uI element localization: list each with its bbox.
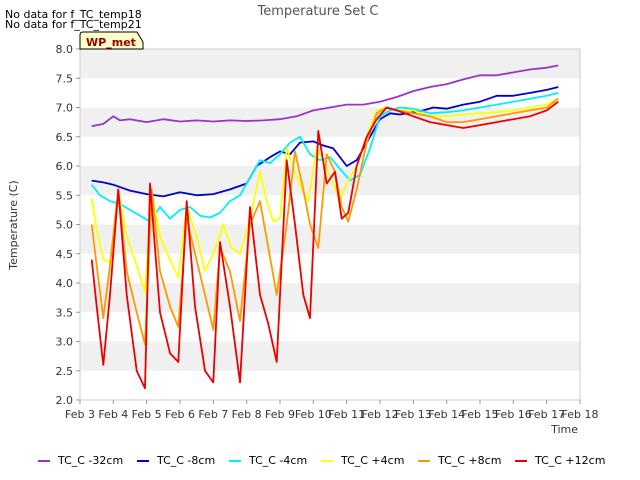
- legend-label: TC_C -8cm: [157, 454, 216, 467]
- x-tick-label: Feb 14: [428, 408, 465, 421]
- legend-label: TC_C +8cm: [438, 454, 502, 467]
- grid-band: [80, 283, 580, 313]
- y-tick-label: 6.5: [56, 131, 74, 144]
- x-tick-label: Feb 4: [98, 408, 128, 421]
- y-tick-label: 4.0: [56, 277, 74, 290]
- x-axis-label: Time: [550, 423, 578, 436]
- legend-label: TC_C -32cm: [58, 454, 124, 467]
- y-tick-label: 3.5: [56, 306, 74, 319]
- legend-swatch: [229, 459, 241, 462]
- legend-swatch: [515, 459, 527, 462]
- y-tick-label: 5.5: [56, 189, 74, 202]
- y-tick-label: 4.5: [56, 248, 74, 261]
- grid-band: [80, 166, 580, 196]
- chart-legend: TC_C -32cm TC_C -8cm TC_C -4cm TC_C +4cm TC_…: [0, 454, 640, 470]
- legend-swatch: [38, 459, 50, 462]
- x-tick-label: Feb 16: [495, 408, 532, 421]
- x-axis-ticks: Feb 3 Feb 4 Feb 5 Feb 6 Feb 7 Feb 8 Feb 9 Feb 1…: [65, 400, 598, 421]
- y-tick-label: 3.0: [56, 336, 74, 349]
- no-data-notice-2: No data for f_TC_temp21: [5, 18, 142, 31]
- legend-item: TC_C -4cm: [229, 454, 307, 467]
- legend-swatch: [137, 459, 149, 462]
- x-tick-label: Feb 11: [328, 408, 365, 421]
- x-tick-label: Feb 13: [395, 408, 432, 421]
- legend-label: TC_C +4cm: [341, 454, 405, 467]
- x-tick-label: Feb 10: [295, 408, 332, 421]
- legend-swatch: [418, 459, 430, 462]
- series-lines: [90, 64, 559, 390]
- series-line-tc-c-plus12cm: [90, 100, 559, 390]
- y-tick-label: 7.5: [56, 72, 74, 85]
- grid-band: [80, 312, 580, 342]
- grid-bands: [80, 49, 580, 400]
- x-tick-label: Feb 15: [462, 408, 499, 421]
- x-tick-label: Feb 6: [165, 408, 195, 421]
- x-tick-label: Feb 9: [265, 408, 295, 421]
- site-badge: WP_met: [79, 31, 144, 50]
- grid-band: [80, 78, 580, 108]
- legend-label: TC_C +12cm: [535, 454, 606, 467]
- series-line-tc-c--8cm: [91, 86, 559, 198]
- legend-item: TC_C -32cm: [38, 454, 123, 467]
- x-tick-label: Feb 18: [562, 408, 599, 421]
- y-tick-label: 6.0: [56, 160, 74, 173]
- legend-swatch: [321, 459, 333, 462]
- series-line-tc-c--32cm: [91, 64, 559, 128]
- x-tick-label: Feb 3: [65, 408, 95, 421]
- x-tick-label: Feb 7: [198, 408, 228, 421]
- series-line-tc-c--4cm: [90, 92, 559, 223]
- legend-item: TC_C +12cm: [515, 454, 605, 467]
- x-tick-label: Feb 8: [232, 408, 262, 421]
- y-axis-label: Temperature (C): [7, 180, 20, 270]
- legend-item: TC_C +8cm: [418, 454, 501, 467]
- legend-label: TC_C -4cm: [249, 454, 308, 467]
- y-tick-label: 5.0: [56, 219, 74, 232]
- y-tick-label: 2.0: [56, 394, 74, 407]
- x-tick-label: Feb 17: [528, 408, 565, 421]
- x-tick-label: Feb 12: [362, 408, 399, 421]
- site-badge-label: WP_met: [86, 36, 136, 49]
- legend-item: TC_C -8cm: [137, 454, 215, 467]
- chart-title: Temperature Set C: [256, 4, 378, 19]
- y-tick-label: 7.0: [56, 102, 74, 115]
- grid-band: [80, 253, 580, 283]
- grid-band: [80, 370, 580, 400]
- grid-band: [80, 341, 580, 371]
- x-tick-label: Feb 5: [132, 408, 162, 421]
- no-data-notice-1: No data for f_TC_temp18: [5, 8, 142, 21]
- grid-band: [80, 224, 580, 254]
- y-tick-label: 2.5: [56, 365, 74, 378]
- y-tick-label: 8.0: [56, 43, 74, 56]
- legend-item: TC_C +4cm: [321, 454, 404, 467]
- grid-band: [80, 49, 580, 79]
- y-axis-ticks: 2.0 2.5 3.0 3.5 4.0 4.5 5.0 5.5 6.0 6.5 7.0 7.5 8.0: [56, 43, 80, 407]
